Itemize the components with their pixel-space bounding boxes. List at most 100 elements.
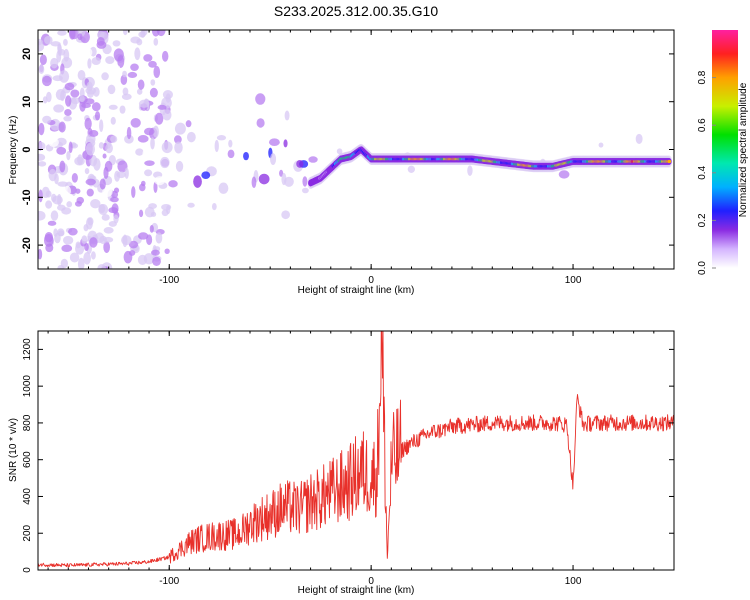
spectral-noise-blob bbox=[75, 241, 81, 249]
spectral-noise-blob bbox=[57, 230, 65, 237]
spectral-noise-blob bbox=[113, 214, 119, 224]
x-tick-label: 100 bbox=[565, 275, 582, 286]
spectral-noise-blob bbox=[122, 70, 128, 78]
spectral-noise-blob bbox=[336, 148, 343, 155]
spectral-noise-blob bbox=[84, 117, 92, 130]
spectral-noise-blob bbox=[43, 234, 54, 247]
y-tick-label: 800 bbox=[22, 414, 33, 431]
snr-series-line bbox=[38, 331, 674, 568]
colorbar-tick-label: 0.0 bbox=[697, 261, 708, 275]
spectral-noise-blob bbox=[71, 97, 80, 105]
spectral-noise-blob bbox=[161, 203, 172, 211]
spectral-noise-blob bbox=[50, 41, 61, 47]
x-tick-label: -100 bbox=[159, 275, 179, 286]
spectral-noise-blob bbox=[66, 151, 71, 161]
spectral-noise-blob bbox=[68, 30, 76, 40]
spectral-noise-blob bbox=[187, 202, 195, 208]
spectral-noise-blob bbox=[68, 227, 78, 236]
spectral-noise-blob bbox=[64, 82, 75, 91]
spectral-noise-blob bbox=[103, 166, 109, 179]
spectral-noise-blob bbox=[112, 40, 121, 47]
spectral-noise-blob bbox=[105, 143, 113, 154]
chart-title: S233.2025.312.00.35.G10 bbox=[274, 3, 438, 19]
x-tick-label: -100 bbox=[159, 576, 179, 587]
snr-frame bbox=[37, 330, 675, 571]
spectral-noise-blob bbox=[308, 156, 318, 163]
spectral-noise-blob bbox=[152, 125, 159, 138]
spectral-noise-blob bbox=[38, 38, 43, 46]
spectral-noise-blob bbox=[214, 139, 219, 153]
spectral-noise-blob bbox=[201, 171, 211, 180]
spectral-noise-blob bbox=[108, 221, 117, 227]
spectral-noise-blob bbox=[488, 184, 494, 192]
spectral-noise-blob bbox=[69, 42, 75, 49]
spectral-noise-blob bbox=[105, 56, 115, 64]
spectral-noise-blob bbox=[216, 135, 227, 141]
spectral-noise-blob bbox=[127, 71, 138, 78]
spectral-noise-blob bbox=[251, 176, 257, 189]
colorbar-tick-label: 0.6 bbox=[697, 118, 708, 132]
spectral-noise-blob bbox=[108, 104, 118, 110]
spectral-noise-blob bbox=[38, 248, 43, 260]
spectral-noise-blob bbox=[130, 63, 139, 71]
spectral-noise-blob bbox=[130, 117, 141, 128]
y-tick-label: -20 bbox=[21, 237, 33, 253]
spectral-noise-blob bbox=[114, 170, 120, 182]
spectral-noise-blob bbox=[296, 159, 304, 168]
spectral-noise-blob bbox=[227, 149, 235, 159]
spectral-noise-blob bbox=[154, 176, 166, 186]
spectral-noise-blob bbox=[98, 203, 106, 214]
spectral-noise-blob bbox=[211, 202, 217, 211]
spectral-noise-blob bbox=[164, 248, 170, 255]
spectral-noise-blob bbox=[467, 165, 473, 176]
spectral-noise-blob bbox=[91, 102, 101, 112]
spectral-noise-blob bbox=[85, 142, 95, 156]
spectral-noise-blob bbox=[136, 38, 143, 46]
spectral-noise-blob bbox=[47, 220, 57, 226]
spectral-noise-blob bbox=[635, 133, 643, 144]
colorbar-gradient bbox=[712, 30, 738, 268]
spectral-noise-blob bbox=[151, 249, 160, 256]
spectral-noise-blob bbox=[38, 122, 45, 136]
spectral-noise-blob bbox=[175, 160, 184, 172]
colorbar-label: Normalized spectral amplitude bbox=[738, 82, 749, 217]
spectral-noise-blob bbox=[42, 96, 48, 104]
spectral-noise-blob bbox=[101, 214, 110, 221]
spectral-noise-blob bbox=[69, 252, 80, 263]
spectral-noise-blob bbox=[65, 95, 72, 107]
spectral-noise-blob bbox=[48, 168, 57, 182]
spectral-noise-blob bbox=[83, 224, 89, 232]
spectral-noise-blob bbox=[84, 242, 89, 252]
spectral-noise-blob bbox=[138, 183, 146, 192]
spectral-noise-blob bbox=[102, 186, 113, 198]
spectral-noise-blob bbox=[110, 116, 116, 125]
spectral-noise-blob bbox=[148, 60, 157, 68]
spectral-noise-blob bbox=[131, 186, 136, 198]
spectral-noise-blob bbox=[62, 235, 74, 245]
spectral-noise-blob bbox=[174, 141, 183, 154]
spectral-noise-blob bbox=[126, 126, 132, 140]
spectral-noise-blob bbox=[87, 58, 92, 69]
spectral-noise-blob bbox=[63, 185, 71, 197]
spectral-noise-blob bbox=[186, 131, 196, 143]
spectral-noise-blob bbox=[50, 210, 59, 221]
spectral-noise-blob bbox=[121, 235, 132, 246]
spectral-noise-blob bbox=[157, 104, 167, 110]
spectral-noise-blob bbox=[81, 235, 88, 244]
spectral-noise-blob bbox=[161, 141, 173, 154]
spectral-noise-blob bbox=[38, 64, 45, 75]
spectral-noise-blob bbox=[79, 95, 85, 103]
spectral-noise-blob bbox=[42, 75, 52, 87]
spectral-noise-blob bbox=[110, 135, 118, 143]
spectral-noise-blob bbox=[66, 201, 73, 208]
spectral-noise-blob bbox=[86, 188, 94, 197]
spectral-noise-blob bbox=[283, 139, 288, 148]
spectral-noise-blob bbox=[151, 30, 160, 37]
spectral-noise-blob bbox=[113, 48, 124, 62]
spectral-noise-blob bbox=[161, 50, 169, 62]
spectral-noise-blob bbox=[124, 134, 134, 144]
spectral-noise-blob bbox=[97, 264, 107, 269]
